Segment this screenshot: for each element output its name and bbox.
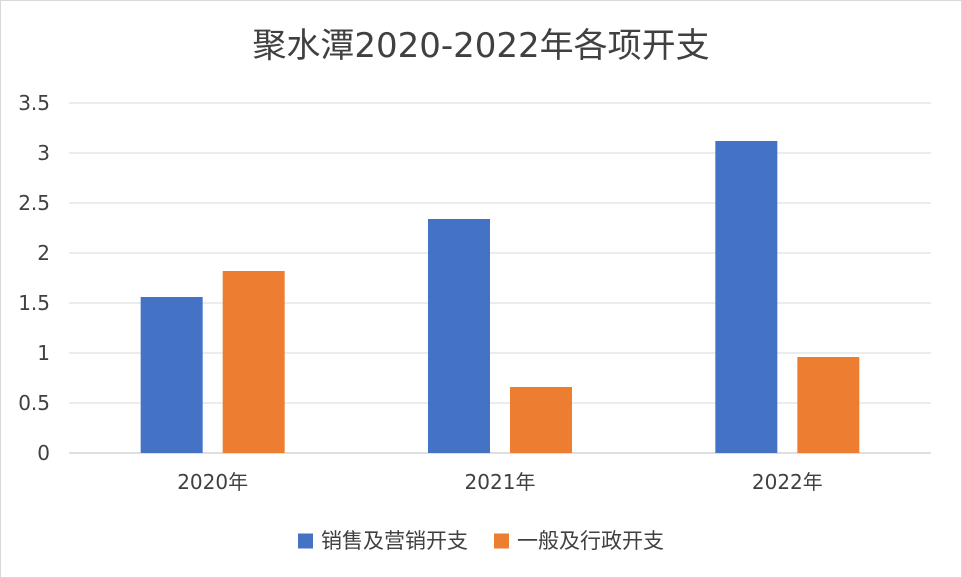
y-tick-label: 3.5 [18, 91, 50, 115]
x-tick-label: 2022年 [752, 470, 823, 494]
x-tick-label: 2021年 [465, 470, 536, 494]
bar [715, 141, 778, 453]
bar [510, 387, 572, 453]
x-axis-ticks: 2020年 2021年 2022年 [177, 470, 823, 494]
y-tick-label: 2.5 [18, 191, 50, 215]
bar [428, 219, 490, 453]
bar [222, 271, 285, 453]
bars [140, 141, 860, 453]
gridlines [69, 102, 931, 454]
y-tick-label: 2 [37, 241, 50, 265]
y-tick-label: 1 [37, 341, 50, 365]
legend-label: 一般及行政开支 [517, 529, 664, 553]
x-tick-label: 2020年 [177, 470, 248, 494]
y-tick-label: 0 [37, 441, 50, 465]
y-axis-ticks: 0 0.5 1 1.5 2 2.5 3 3.5 [18, 91, 50, 465]
y-tick-label: 1.5 [18, 291, 50, 315]
chart-title: 聚水潭2020-2022年各项开支 [252, 26, 709, 66]
legend-swatch [494, 533, 509, 549]
legend: 销售及营销开支 一般及行政开支 [298, 529, 664, 553]
bar [140, 297, 203, 453]
legend-label: 销售及营销开支 [321, 529, 468, 553]
y-tick-label: 3 [37, 141, 50, 165]
bar [797, 357, 860, 453]
y-tick-label: 0.5 [18, 391, 50, 415]
legend-swatch [298, 533, 313, 549]
